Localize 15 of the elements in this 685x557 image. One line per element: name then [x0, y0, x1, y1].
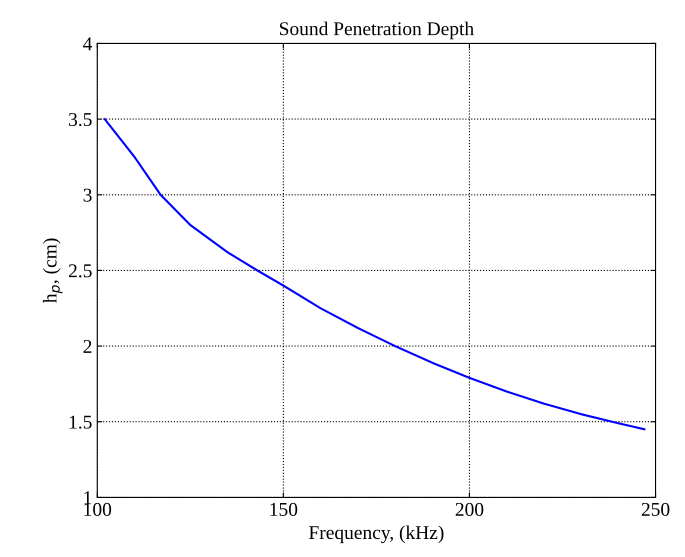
y-tick-label: 3: [84, 188, 92, 202]
x-tick-label: 200: [456, 502, 484, 516]
y-axis-title: h$_{p}$, (cm): [42, 238, 62, 303]
y-tick-label: 4: [83, 37, 92, 50]
x-tick-label: 150: [270, 502, 298, 516]
y-tick-label: 2.5: [68, 264, 92, 278]
x-tick-label: 250: [642, 502, 670, 516]
x-tick-label: 100: [84, 502, 112, 516]
y-tick-label: 3.5: [69, 112, 92, 126]
x-axis-title: Frequency, (kHz): [309, 525, 444, 544]
line-series: [104, 118, 646, 430]
chart-title: Sound Penetration Depth: [280, 22, 474, 40]
y-tick-label: 1.5: [70, 416, 92, 429]
y-tick-label: 1: [84, 491, 92, 504]
y-tick-label: 2: [84, 340, 92, 353]
